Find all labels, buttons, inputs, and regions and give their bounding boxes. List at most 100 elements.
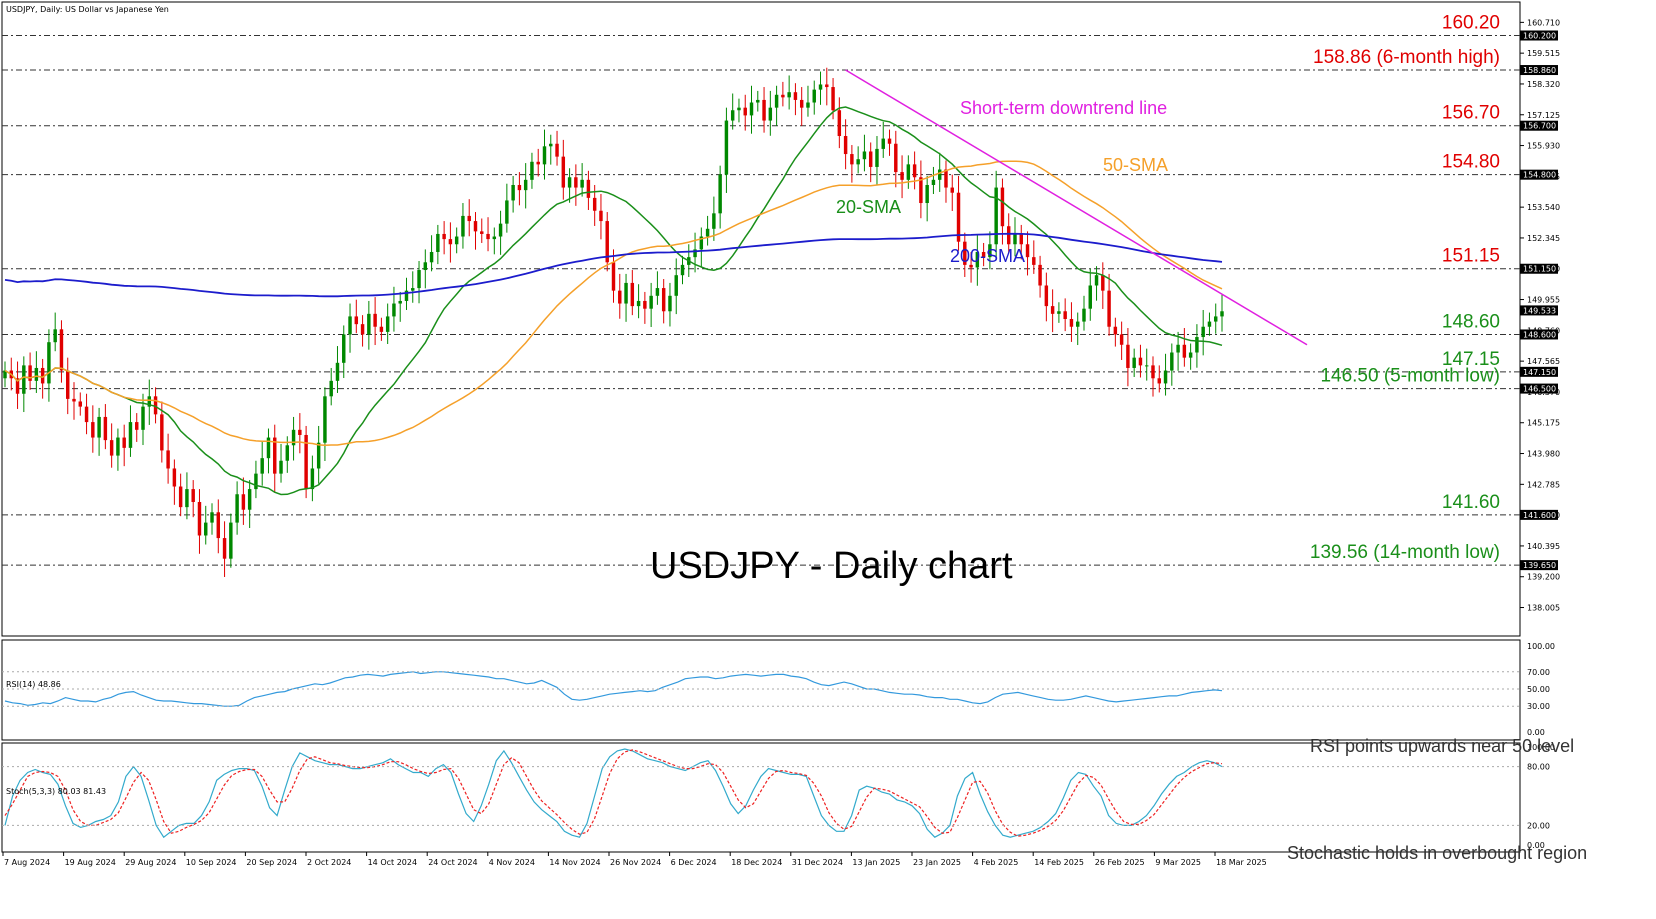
candle-body: [611, 262, 616, 291]
candle-body: [1170, 352, 1174, 371]
candle-body: [222, 538, 227, 559]
candle-body: [1013, 233, 1017, 245]
candle-body: [781, 94, 785, 98]
candle-body: [749, 102, 754, 116]
candle-body: [492, 236, 497, 240]
candle-body: [1107, 290, 1111, 327]
candle-body: [875, 148, 879, 167]
candle-body: [34, 367, 39, 381]
rsi-tick-label: 30.00: [1527, 702, 1550, 711]
candle-body: [1006, 226, 1011, 245]
candle-body: [793, 92, 798, 100]
candle-body: [1063, 311, 1067, 319]
candle-body: [862, 151, 867, 160]
candle-body: [975, 251, 980, 268]
candle-body: [235, 494, 239, 523]
candle-body: [216, 512, 221, 539]
date-tick-label: 4 Feb 2025: [974, 858, 1019, 867]
price-tick-label: 139.200: [1527, 573, 1560, 582]
candle-body: [592, 197, 597, 211]
price-badge-label: 141.600: [1523, 511, 1556, 520]
rsi-annotation: RSI points upwards near 50 level: [1310, 736, 1574, 756]
date-tick-label: 24 Oct 2024: [428, 858, 477, 867]
stochastic-panel-frame: [1, 742, 1521, 853]
price-badge-label: 147.150: [1523, 368, 1556, 377]
date-tick-label: 2 Oct 2024: [307, 858, 351, 867]
stoch-main-line: [4, 748, 1223, 839]
price-badge: [1520, 30, 1558, 41]
candle-body: [580, 179, 584, 188]
candle-body: [197, 501, 202, 536]
candle-body: [555, 143, 559, 157]
indicator-lines: [4, 671, 1223, 839]
price-tick-label: 149.955: [1527, 296, 1560, 305]
main-panel-frame: [1, 1, 1521, 637]
stoch-header: Stoch(5,3,3) 80.03 81.43: [6, 787, 106, 796]
candle-body: [680, 264, 685, 276]
candle-body: [84, 406, 89, 423]
candle-body: [724, 120, 729, 175]
candle-body: [373, 313, 377, 327]
candle-body: [323, 396, 327, 443]
candle-body: [128, 422, 133, 448]
candle-body: [887, 138, 892, 144]
date-tick-label: 31 Dec 2024: [792, 858, 843, 867]
sma200-line: [4, 232, 1223, 298]
chart-title: USDJPY - Daily chart: [650, 545, 1013, 587]
candle-body: [868, 151, 873, 167]
candle-body: [649, 295, 653, 309]
candle-body: [342, 334, 346, 363]
candle-body: [316, 442, 321, 469]
candle-body: [624, 282, 628, 304]
candle-body: [618, 290, 622, 304]
candle-body: [285, 445, 290, 461]
downtrend-line-path: [845, 69, 1308, 346]
candle-body: [429, 251, 434, 263]
price-tick-label: 160.710: [1527, 18, 1560, 27]
candle-body: [712, 213, 716, 229]
candle-body: [1132, 357, 1136, 368]
candle-body: [1101, 275, 1105, 291]
candle-body: [448, 239, 453, 245]
candle-body: [831, 87, 835, 111]
candle-body: [247, 489, 252, 510]
date-tick-label: 14 Nov 2024: [549, 858, 600, 867]
candle-body: [185, 489, 189, 508]
candle-body: [273, 437, 277, 474]
candle-body: [1094, 275, 1099, 286]
price-badge: [1520, 509, 1558, 520]
date-tick-label: 19 Aug 2024: [65, 858, 116, 867]
candle-body: [906, 164, 911, 180]
price-badge-label: 148.600: [1523, 330, 1556, 339]
candle-body: [404, 290, 409, 301]
candle-body: [191, 489, 195, 502]
candle-body: [1144, 365, 1149, 367]
resistance-level-label: 158.86 (6-month high): [1313, 47, 1500, 68]
price-badge: [1520, 169, 1558, 180]
sma20-line: [4, 106, 1223, 496]
candle-body: [774, 94, 779, 108]
sma20-label: 20-SMA: [836, 197, 901, 217]
rsi-line: [4, 671, 1223, 707]
candle-body: [360, 324, 365, 335]
candle-body: [1188, 352, 1193, 358]
candle-body: [737, 107, 741, 111]
rsi-tick-label: 50.00: [1527, 685, 1550, 694]
price-badge: [1520, 383, 1558, 394]
moving-averages: [4, 106, 1223, 496]
price-badge-label: 146.500: [1523, 385, 1556, 394]
candle-body: [15, 378, 20, 394]
date-tick-label: 14 Oct 2024: [368, 858, 417, 867]
candle-body: [260, 458, 264, 474]
candle-body: [668, 295, 672, 312]
date-tick-label: 14 Feb 2025: [1034, 858, 1084, 867]
candle-body: [1088, 285, 1092, 309]
price-badge-label: 149.533: [1523, 306, 1556, 315]
candle-body: [743, 107, 747, 116]
candle-body: [329, 380, 333, 397]
candle-body: [47, 342, 51, 384]
candle-body: [1220, 311, 1224, 317]
stoch-tick-label: 20.00: [1527, 821, 1550, 830]
price-tick-label: 152.345: [1527, 234, 1560, 243]
price-tick-label: 140.395: [1527, 542, 1560, 551]
